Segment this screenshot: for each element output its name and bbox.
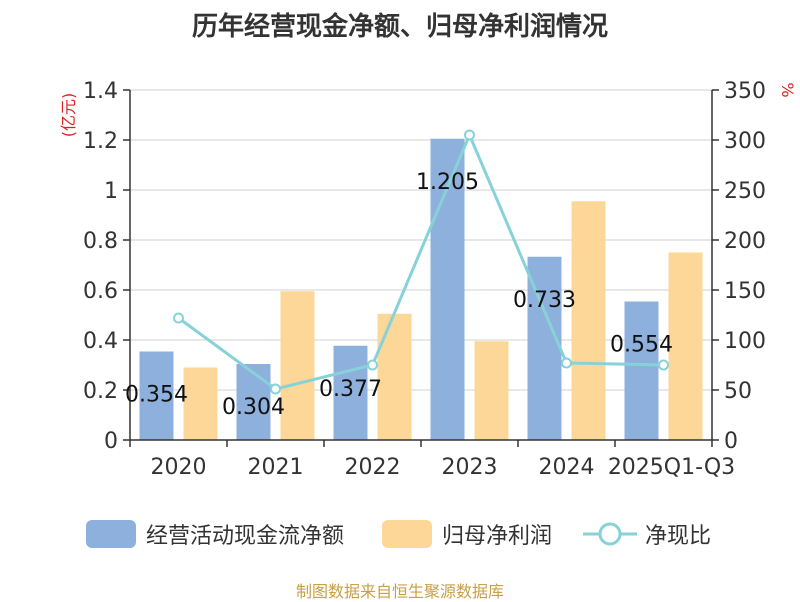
data-label-cash: 0.354 xyxy=(125,383,188,408)
ratio-point xyxy=(464,129,475,141)
x-tick-label: 2023 xyxy=(442,455,498,480)
y-left-tick-label: 1.4 xyxy=(83,79,118,104)
bar-profit xyxy=(280,291,315,440)
bar-cash xyxy=(624,301,659,440)
data-label-cash: 0.733 xyxy=(513,288,576,313)
x-tick-label: 2025Q1-Q3 xyxy=(608,455,735,480)
y-left-tick-label: 0.2 xyxy=(83,379,118,404)
x-tick-label: 2021 xyxy=(248,455,304,480)
y-right-tick-label: 300 xyxy=(724,129,766,154)
ratio-point xyxy=(173,312,184,324)
grid-layer xyxy=(130,89,712,391)
bar-layer xyxy=(139,138,703,440)
y-left-tick-label: 0.6 xyxy=(83,279,118,304)
y-right-tick-label: 0 xyxy=(724,429,738,454)
y-left-tick-label: 0 xyxy=(104,429,118,454)
bar-profit xyxy=(474,341,509,440)
axis-layer: 0 0.2 0.4 0.6 0.8 1 1.2 1.4 0 50 100 150 200 250 300 35… xyxy=(59,79,797,480)
y-right-tick-label: 100 xyxy=(724,329,766,354)
bar-cash xyxy=(236,364,271,440)
legend-swatch-profit xyxy=(382,520,432,548)
y-right-tick-label: 200 xyxy=(724,229,766,254)
legend-symbol-ratio xyxy=(583,522,637,546)
data-label-cash: 1.205 xyxy=(416,170,479,195)
line-layer xyxy=(173,129,669,395)
y-right-tick-label: 50 xyxy=(724,379,752,404)
bar-profit xyxy=(377,313,412,440)
y-left-axis-label: (亿元) xyxy=(59,93,78,138)
x-tick-label: 2020 xyxy=(151,455,207,480)
y-right-tick-label: 150 xyxy=(724,279,766,304)
bar-cash xyxy=(139,351,174,440)
ratio-point xyxy=(561,357,572,369)
label-layer: 0.354 0.304 0.377 1.205 0.733 0.554 xyxy=(125,170,673,420)
legend-item-profit[interactable]: 归母净利润 xyxy=(382,516,552,552)
bar-profit xyxy=(183,367,218,440)
ratio-line xyxy=(177,131,664,391)
x-tick-label: 2022 xyxy=(345,455,401,480)
x-tick-label: 2024 xyxy=(539,455,595,480)
legend-label-profit: 归母净利润 xyxy=(442,524,553,549)
ratio-point xyxy=(658,359,669,371)
y-right-tick-label: 350 xyxy=(724,79,766,104)
ratio-point xyxy=(367,359,378,371)
ratio-point xyxy=(270,383,281,395)
y-left-tick-label: 1.2 xyxy=(83,129,118,154)
legend-item-ratio[interactable]: 净现比 xyxy=(583,516,711,552)
legend-label-ratio: 净现比 xyxy=(645,524,712,549)
data-label-cash: 0.377 xyxy=(319,377,382,402)
bar-cash xyxy=(333,345,368,440)
data-label-cash: 0.304 xyxy=(222,395,285,420)
y-left-tick-label: 0.4 xyxy=(83,329,118,354)
y-right-tick-label: 250 xyxy=(724,179,766,204)
legend-label-cash: 经营活动现金流净额 xyxy=(146,524,345,549)
y-left-tick-label: 1 xyxy=(104,179,118,204)
y-right-axis-label: % xyxy=(778,82,797,97)
source-note: 制图数据来自恒生聚源数据库 xyxy=(295,582,504,601)
legend-swatch-cash xyxy=(86,520,136,548)
chart-title: 历年经营现金净额、归母净利润情况 xyxy=(191,12,608,42)
data-label-cash: 0.554 xyxy=(610,333,673,358)
bar-profit xyxy=(668,252,703,440)
bar-profit xyxy=(571,201,606,440)
y-left-tick-label: 0.8 xyxy=(83,229,118,254)
legend-item-cash[interactable]: 经营活动现金流净额 xyxy=(86,516,344,552)
